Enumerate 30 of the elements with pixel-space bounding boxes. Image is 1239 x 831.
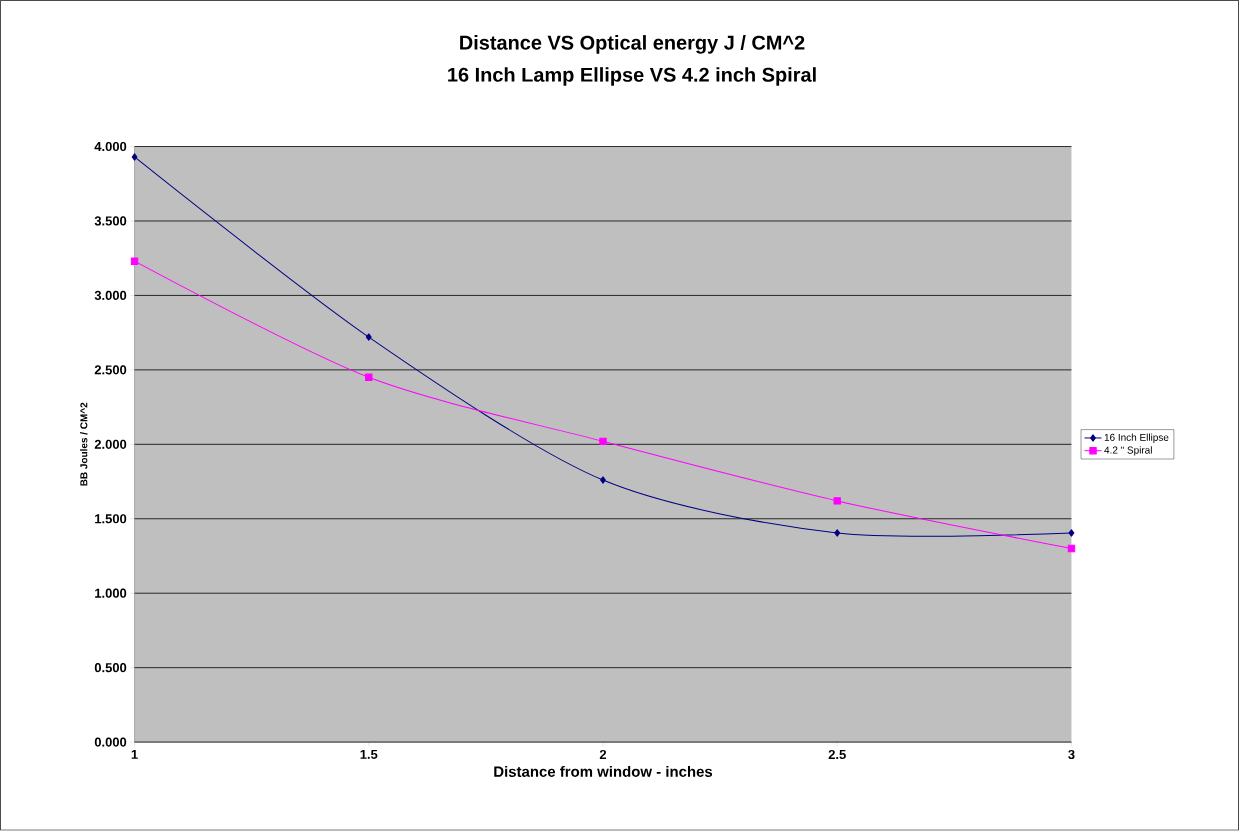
y-tick-label: 2.500 xyxy=(94,365,127,375)
x-tick-label: 3 xyxy=(1068,750,1075,760)
point xyxy=(131,153,138,161)
y-tick-label: 0.500 xyxy=(94,663,127,673)
point xyxy=(834,529,841,537)
point xyxy=(1067,545,1076,553)
legend-label: 16 Inch Ellipse xyxy=(1104,433,1169,444)
y-tick-label: 3.500 xyxy=(94,216,127,226)
point xyxy=(600,476,606,484)
x-tick-label: 1.5 xyxy=(360,750,378,760)
y-tick-label: 1.500 xyxy=(95,514,127,524)
point xyxy=(1068,529,1075,537)
y-tick-label: 3.000 xyxy=(94,291,127,301)
point xyxy=(599,437,607,446)
x-axis-title: Distance from window - inches xyxy=(494,766,713,778)
x-tick-label: 2 xyxy=(599,750,607,760)
chart-subtitle: 16 Inch Lamp Ellipse VS 4.2 inch Spiral xyxy=(448,67,816,86)
x-tick-label: 1 xyxy=(131,750,138,760)
chart-title: Distance VS Optical energy J / CM^2 xyxy=(460,35,805,54)
x-tick-label: 2.5 xyxy=(828,750,846,760)
y-axis-title: BB Joules / CM^2 xyxy=(80,402,88,486)
y-tick-label: 4.000 xyxy=(94,142,127,152)
y-tick-label: 0.000 xyxy=(94,737,127,747)
point xyxy=(833,497,841,505)
y-tick-label: 1.000 xyxy=(95,588,127,598)
legend-label: 4.2 " Spiral xyxy=(1104,446,1152,456)
y-tick-label: 2.000 xyxy=(94,439,127,450)
point xyxy=(365,373,373,382)
point xyxy=(130,257,139,266)
point xyxy=(365,333,372,342)
